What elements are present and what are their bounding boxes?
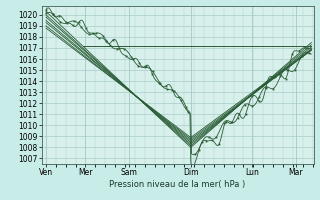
X-axis label: Pression niveau de la mer( hPa ): Pression niveau de la mer( hPa ) xyxy=(109,180,246,189)
